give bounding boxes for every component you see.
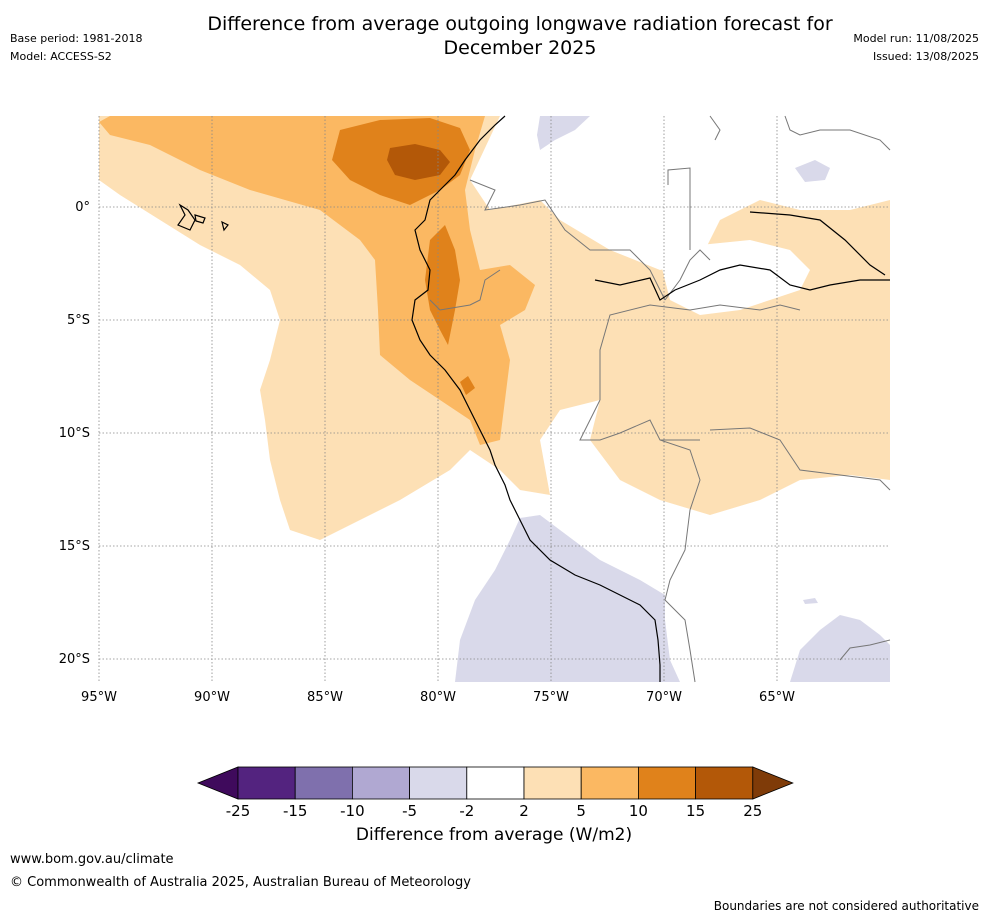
disclaimer-text: Boundaries are not considered authoritat… (713, 899, 979, 913)
issued-label: Issued: 13/08/2025 (872, 50, 979, 63)
colorbar-swatch (351, 766, 410, 800)
lat-label: 15°S (59, 539, 90, 554)
anomaly-region-neg-south (455, 515, 680, 682)
lon-label: 65°W (759, 690, 795, 705)
map-fill-layer (99, 116, 890, 682)
map-svg: 95°W 90°W 85°W 80°W 75°W 70°W 65°W 0° 5°… (59, 115, 891, 705)
base-period-label: Base period: 1981-2018 (10, 32, 143, 45)
anomaly-region-5-10 (99, 116, 535, 445)
longitude-labels: 95°W 90°W 85°W 80°W 75°W 70°W 65°W (81, 690, 795, 705)
anomaly-region-15-25 (387, 144, 450, 180)
lon-label: 80°W (420, 690, 456, 705)
latitude-labels: 0° 5°S 10°S 15°S 20°S (59, 200, 90, 667)
model-run-label: Model run: 11/08/2025 (853, 32, 979, 45)
lat-label: 10°S (59, 426, 90, 441)
colorbar-swatch (294, 766, 353, 800)
colorbar-tick-label: 25 (743, 802, 762, 820)
lon-label: 95°W (81, 690, 117, 705)
colorbar-tick-label: 10 (629, 802, 648, 820)
colorbar-swatch (237, 766, 296, 800)
colorbar-swatch (695, 766, 754, 800)
colorbar-swatch (466, 766, 525, 800)
lon-label: 75°W (533, 690, 569, 705)
colorbar-swatch (409, 766, 468, 800)
country-borders (429, 115, 891, 683)
colorbar-tick-label: -15 (283, 802, 308, 820)
lon-label: 90°W (194, 690, 230, 705)
colorbar-svg: -25 -15 -10 -5 -2 2 5 10 15 25 (196, 766, 794, 820)
colorbar-title: Difference from average (W/m2) (355, 825, 633, 845)
colorbar-tick-label: 5 (576, 802, 586, 820)
lat-label: 0° (75, 200, 90, 215)
colorbar-tick-label: -2 (459, 802, 474, 820)
lon-label: 70°W (646, 690, 682, 705)
colorbar-tick-label: -5 (402, 802, 417, 820)
colorbar-extend-high (752, 766, 794, 800)
anomaly-region-10-15-small (460, 376, 475, 395)
meta-left: Base period: 1981-2018 Model: ACCESS-S2 (10, 30, 142, 66)
anomaly-region-neg-small (795, 160, 830, 182)
colorbar-swatch (580, 766, 639, 800)
anomaly-region-neg-north (537, 116, 590, 150)
colorbar-tick-label: -10 (340, 802, 365, 820)
anomaly-region-10-15-coast (425, 225, 460, 345)
model-label: Model: ACCESS-S2 (10, 50, 112, 63)
coastline (177, 115, 890, 682)
lat-label: 20°S (59, 652, 90, 667)
map-panel: 95°W 90°W 85°W 80°W 75°W 70°W 65°W 0° 5°… (0, 100, 988, 710)
copyright-text: © Commonwealth of Australia 2025, Austra… (10, 875, 471, 890)
colorbar-swatch (523, 766, 582, 800)
colorbar-tick-label: 2 (519, 802, 529, 820)
website-link[interactable]: www.bom.gov.au/climate (10, 852, 174, 867)
map-title: Difference from average outgoing longwav… (207, 13, 833, 59)
colorbar-tick-label: -25 (226, 802, 251, 820)
colorbar-extend-low (196, 766, 239, 800)
lon-label: 85°W (307, 690, 343, 705)
meta-right: Model run: 11/08/2025 Issued: 13/08/2025 (853, 30, 979, 66)
colorbar-swatch (637, 766, 696, 800)
lat-label: 5°S (67, 313, 90, 328)
gridlines (98, 116, 890, 682)
anomaly-region-neg-tiny (803, 598, 818, 604)
colorbar-tick-label: 15 (686, 802, 705, 820)
anomaly-region-neutral-east (660, 240, 810, 315)
anomaly-region-neg-southeast (790, 615, 890, 682)
colorbar: -25 -15 -10 -5 -2 2 5 10 15 25 (190, 760, 800, 850)
